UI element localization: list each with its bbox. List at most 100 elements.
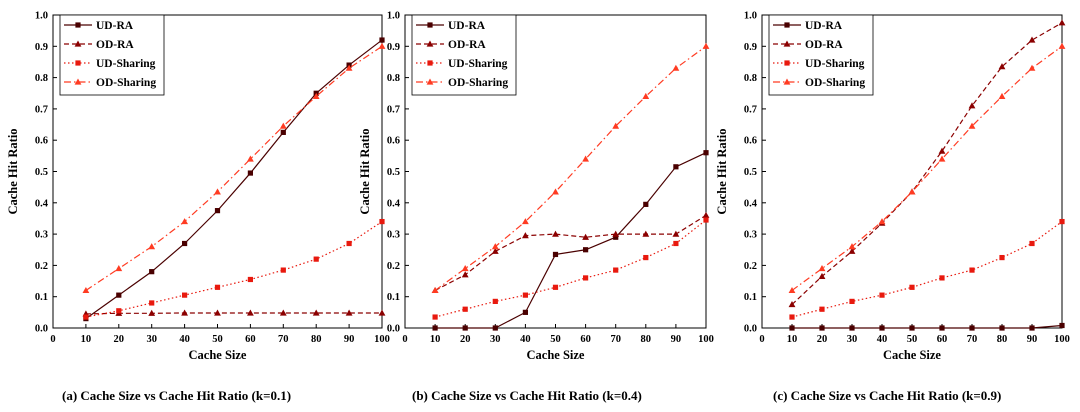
data-point — [523, 293, 528, 298]
y-tick-label: 0.8 — [35, 73, 48, 84]
data-point — [493, 299, 498, 304]
data-point — [849, 325, 854, 330]
y-tick-label: 0.5 — [387, 167, 400, 178]
data-point — [939, 325, 944, 330]
y-tick-label: 0.9 — [387, 42, 400, 53]
x-tick-label: 100 — [374, 334, 390, 345]
data-point — [849, 299, 854, 304]
x-tick-label: 70 — [610, 334, 621, 345]
x-axis-label: Cache Size — [189, 348, 247, 362]
x-tick-label: 50 — [212, 334, 223, 345]
data-point — [83, 314, 88, 319]
x-tick-label: 40 — [520, 334, 531, 345]
data-point — [432, 287, 439, 293]
x-tick-label: 20 — [460, 334, 471, 345]
series-od-ra — [83, 309, 386, 316]
data-point — [673, 65, 680, 71]
x-tick-label: 30 — [490, 334, 501, 345]
caption-b: (b) Cache Size vs Cache Hit Ratio (k=0.4… — [412, 388, 642, 404]
data-point — [281, 130, 286, 135]
x-tick-label: 30 — [146, 334, 157, 345]
legend-label: OD-RA — [805, 39, 843, 51]
data-point — [879, 325, 884, 330]
y-tick-label: 0.9 — [744, 42, 757, 53]
legend-label: OD-RA — [96, 39, 134, 51]
data-point — [115, 265, 122, 271]
data-point — [909, 325, 914, 330]
x-tick-label: 70 — [278, 334, 289, 345]
data-point — [789, 287, 796, 293]
legend-marker — [75, 60, 80, 65]
legend-label: OD-RA — [448, 39, 486, 51]
data-point — [819, 265, 826, 271]
x-tick-label: 10 — [81, 334, 92, 345]
y-tick-label: 0.2 — [387, 261, 400, 272]
y-tick-label: 0.1 — [744, 292, 757, 303]
y-tick-label: 0.6 — [744, 136, 757, 147]
x-tick-label: 0 — [759, 334, 764, 345]
data-point — [493, 325, 498, 330]
data-point — [643, 202, 648, 207]
data-point — [116, 293, 121, 298]
legend-label: UD-RA — [448, 20, 486, 32]
x-tick-label: 100 — [698, 334, 714, 345]
x-tick-label: 0 — [50, 334, 55, 345]
data-point — [463, 307, 468, 312]
y-tick-label: 1.0 — [744, 11, 757, 22]
y-tick-label: 0.6 — [35, 136, 48, 147]
x-tick-label: 50 — [550, 334, 561, 345]
legend-marker — [427, 60, 432, 65]
data-point — [999, 325, 1004, 330]
data-point — [214, 188, 221, 194]
y-tick-label: 0.4 — [387, 198, 401, 209]
legend-marker — [75, 22, 80, 27]
data-point — [1029, 37, 1036, 43]
legend-label: UD-Sharing — [448, 58, 508, 70]
data-point — [583, 247, 588, 252]
y-tick-label: 0.3 — [744, 230, 757, 241]
legend-label: OD-Sharing — [96, 77, 156, 89]
data-point — [379, 309, 386, 315]
x-tick-label: 30 — [847, 334, 858, 345]
y-tick-label: 0.5 — [744, 167, 757, 178]
y-axis-label: Cache Hit Ratio — [6, 128, 20, 214]
y-tick-label: 0.7 — [387, 104, 400, 115]
y-tick-label: 0.5 — [35, 167, 48, 178]
y-tick-label: 0.4 — [744, 198, 758, 209]
x-tick-label: 70 — [967, 334, 978, 345]
data-point — [703, 43, 710, 49]
x-tick-label: 20 — [114, 334, 125, 345]
data-point — [1059, 43, 1066, 49]
y-tick-label: 0.1 — [35, 292, 48, 303]
y-tick-label: 0.7 — [744, 104, 757, 115]
y-tick-label: 0.7 — [35, 104, 48, 115]
data-point — [247, 155, 254, 161]
data-point — [182, 241, 187, 246]
series-line — [435, 153, 706, 328]
data-point — [703, 212, 710, 218]
x-tick-label: 100 — [1054, 334, 1070, 345]
legend-label: OD-Sharing — [448, 77, 508, 89]
data-point — [248, 277, 253, 282]
data-point — [379, 37, 384, 42]
legend: UD-RA OD-RA UD-Sharing OD-Sharing — [412, 15, 516, 95]
data-point — [999, 255, 1004, 260]
data-point — [462, 265, 469, 271]
data-point — [281, 267, 286, 272]
data-point — [673, 241, 678, 246]
data-point — [673, 164, 678, 169]
data-point — [819, 325, 824, 330]
data-point — [969, 325, 974, 330]
data-point — [1029, 241, 1034, 246]
data-point — [879, 293, 884, 298]
data-point — [583, 275, 588, 280]
legend-label: UD-Sharing — [805, 58, 865, 70]
x-tick-label: 90 — [344, 334, 355, 345]
legend-marker — [427, 22, 432, 27]
legend-label: UD-RA — [96, 20, 134, 32]
data-point — [462, 271, 469, 277]
y-tick-label: 0.0 — [387, 324, 400, 335]
data-point — [703, 217, 708, 222]
series-ud-ra — [433, 150, 709, 330]
